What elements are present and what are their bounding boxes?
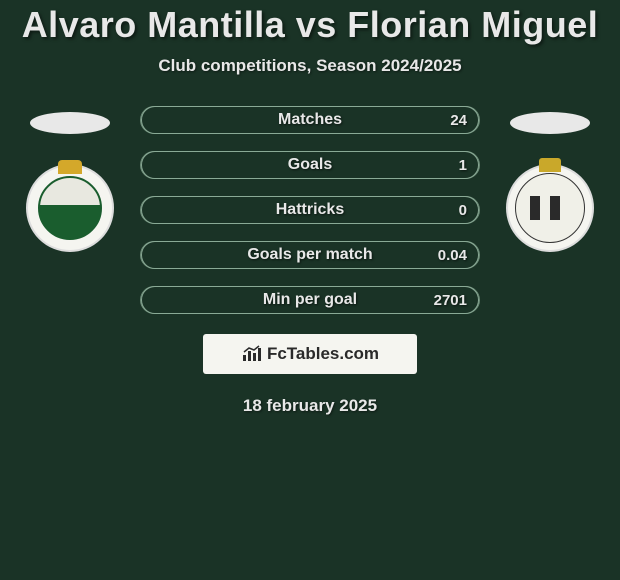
date-line: 18 february 2025 [0,396,620,416]
stat-label: Min per goal [263,291,357,309]
stat-row-goals-per-match: Goals per match 0.04 [140,241,480,269]
stat-right-value: 0.04 [438,247,467,264]
stat-right-value: 24 [450,112,467,129]
stat-row-hattricks: Hattricks 0 [140,196,480,224]
right-player-col [500,106,600,252]
right-club-flag [530,196,570,220]
stat-row-min-per-goal: Min per goal 2701 [140,286,480,314]
right-club-badge-inner [515,173,585,243]
left-club-badge [26,164,114,252]
stat-row-goals: Goals 1 [140,151,480,179]
stat-label: Goals per match [247,246,372,264]
comparison-card: Alvaro Mantilla vs Florian Miguel Club c… [0,0,620,416]
chart-icon [241,345,263,363]
main-row: Matches 24 Goals 1 Hattricks 0 Goals per… [0,106,620,314]
subtitle: Club competitions, Season 2024/2025 [0,56,620,76]
right-club-badge [506,164,594,252]
stat-label: Matches [278,111,342,129]
stat-row-matches: Matches 24 [140,106,480,134]
stat-label: Hattricks [276,201,344,219]
page-title: Alvaro Mantilla vs Florian Miguel [0,4,620,46]
left-club-badge-inner [38,176,102,240]
brand-box[interactable]: FcTables.com [203,334,417,374]
stat-label: Goals [288,156,332,174]
brand-text: FcTables.com [267,344,379,364]
stat-right-value: 0 [459,202,467,219]
stat-right-value: 1 [459,157,467,174]
right-player-avatar [510,112,590,134]
stats-column: Matches 24 Goals 1 Hattricks 0 Goals per… [140,106,480,314]
left-player-avatar [30,112,110,134]
left-player-col [20,106,120,252]
stat-right-value: 2701 [434,292,467,309]
